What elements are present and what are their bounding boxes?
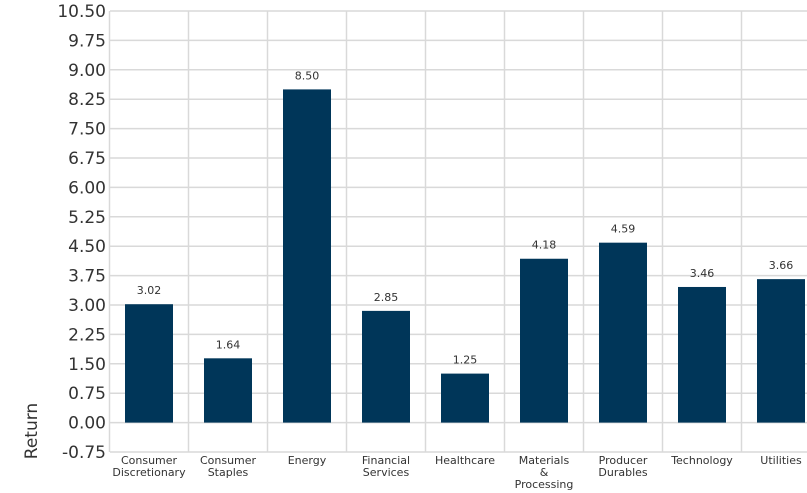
y-axis-ticks: -0.75 0.00 0.75 1.50 2.25 3.00 3.75 4.50 5.25 6.0…	[57, 2, 106, 463]
y-tick-label: 7.50	[68, 120, 106, 140]
x-tick-label: Materials & Processing	[515, 454, 574, 491]
bar	[520, 258, 568, 423]
x-tick-label-line: Services	[363, 466, 410, 479]
x-tick-label-line: Staples	[208, 466, 249, 479]
x-tick-label-line: Healthcare	[435, 454, 495, 467]
x-tick-label-line: Utilities	[760, 454, 802, 467]
bar	[204, 358, 252, 423]
y-tick-label: 9.75	[68, 31, 106, 51]
bars	[125, 89, 805, 423]
data-label: 4.18	[532, 239, 557, 252]
x-tick-label: Energy	[288, 454, 327, 467]
y-tick-label: 0.75	[68, 384, 106, 404]
x-tick-label: Technology	[670, 454, 733, 467]
x-tick-label: Financial Services	[362, 454, 410, 479]
x-tick-label: Healthcare	[435, 454, 495, 467]
y-tick-label: 10.50	[57, 2, 106, 22]
data-labels: 3.02 1.64 8.50 2.85 1.25 4.18 4.59 3.46 3.66	[137, 69, 794, 366]
x-tick-label: Consumer Discretionary	[112, 454, 186, 479]
x-tick-label-line: Processing	[515, 478, 574, 491]
data-label: 3.46	[690, 267, 715, 280]
y-tick-label: 6.75	[68, 149, 106, 169]
x-tick-label-line: Consumer	[200, 454, 257, 467]
x-tick-label-line: Durables	[598, 466, 648, 479]
grid-lines	[108, 10, 807, 453]
bar	[283, 89, 331, 423]
data-label: 8.50	[295, 69, 320, 82]
data-label: 1.64	[216, 338, 241, 351]
y-tick-label: 0.00	[68, 414, 106, 434]
x-tick-label-line: Financial	[362, 454, 410, 467]
y-tick-label: 4.50	[68, 237, 106, 257]
y-tick-label: -0.75	[62, 443, 106, 463]
bar	[599, 242, 647, 423]
y-tick-label: 3.75	[68, 267, 106, 287]
x-tick-label-line: Producer	[599, 454, 648, 467]
y-axis-label: Return	[22, 403, 42, 459]
bar	[441, 373, 489, 423]
y-tick-label: 8.25	[68, 90, 106, 110]
y-tick-label: 2.25	[68, 325, 106, 345]
y-tick-label: 3.00	[68, 296, 106, 316]
y-tick-label: 6.00	[68, 178, 106, 198]
y-tick-label: 1.50	[68, 355, 106, 375]
bar	[678, 286, 726, 423]
y-tick-label: 9.00	[68, 61, 106, 81]
data-label: 3.02	[137, 284, 162, 297]
bar	[757, 279, 805, 423]
data-label: 2.85	[374, 291, 399, 304]
x-tick-label-line: Consumer	[121, 454, 178, 467]
data-label: 4.59	[611, 223, 636, 236]
data-label: 3.66	[769, 259, 794, 272]
x-tick-label-line: Materials	[519, 454, 570, 467]
bar	[362, 310, 410, 423]
x-tick-label: Producer Durables	[598, 454, 648, 479]
x-tick-label: Consumer Staples	[200, 454, 257, 479]
y-tick-label: 5.25	[68, 208, 106, 228]
x-tick-label-line: Discretionary	[112, 466, 186, 479]
x-tick-label-line: Energy	[288, 454, 327, 467]
bar	[125, 304, 173, 423]
x-tick-label: Utilities	[760, 454, 802, 467]
data-label: 1.25	[453, 354, 478, 367]
x-tick-label-line: &	[540, 466, 549, 479]
x-tick-label-line: Technology	[670, 454, 733, 467]
